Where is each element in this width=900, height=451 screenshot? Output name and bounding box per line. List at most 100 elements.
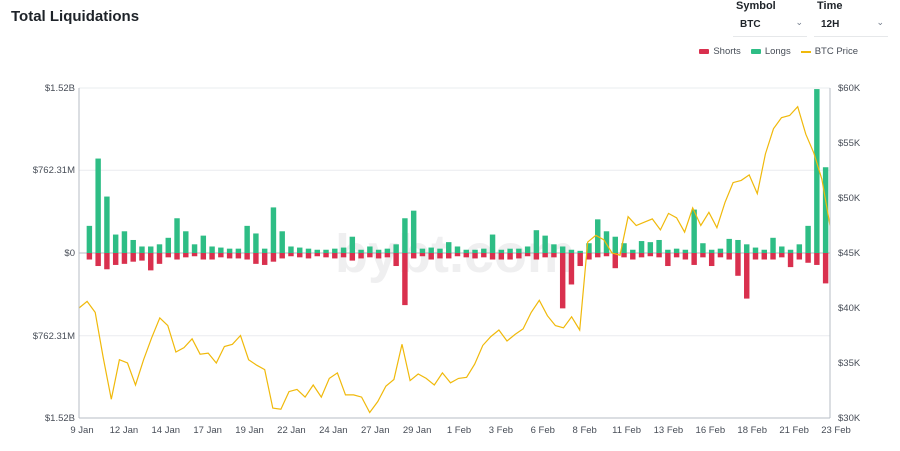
long-bar <box>95 158 101 253</box>
short-bar <box>402 253 408 306</box>
short-bar <box>814 253 820 265</box>
x-tick-label: 23 Feb <box>821 425 851 436</box>
legend-longs[interactable]: Longs <box>750 46 791 57</box>
short-bar <box>472 253 478 259</box>
long-bar <box>779 246 785 253</box>
btc-price-line <box>78 105 831 414</box>
x-tick-label: 9 Jan <box>70 425 93 436</box>
long-bar <box>367 246 373 253</box>
short-bar <box>183 253 189 258</box>
short-bar <box>95 253 101 267</box>
long-bar <box>682 249 689 253</box>
time-label: Time <box>817 0 843 12</box>
long-bar <box>481 248 487 253</box>
long-bar <box>428 247 434 253</box>
long-bar <box>358 249 364 253</box>
y-right-tick-label: $45K <box>838 248 861 259</box>
x-tick-label: 1 Feb <box>447 425 471 436</box>
short-bar <box>165 253 171 258</box>
long-bar <box>647 242 654 253</box>
short-bar <box>533 253 540 260</box>
bars-layer <box>86 89 829 309</box>
short-bar <box>218 253 224 258</box>
y-right-tick-label: $50K <box>838 193 861 204</box>
time-select[interactable]: 12H ⌄ <box>814 14 888 37</box>
short-bar <box>314 253 320 257</box>
x-tick-label: 11 Feb <box>612 425 641 436</box>
short-bar <box>253 253 259 264</box>
short-bar <box>174 253 180 260</box>
symbol-select[interactable]: BTC ⌄ <box>733 14 807 37</box>
x-tick-label: 16 Feb <box>696 425 726 436</box>
short-bar <box>726 253 732 260</box>
long-bar <box>183 231 189 253</box>
long-bar <box>112 234 119 253</box>
long-bar <box>314 249 320 253</box>
short-bar <box>612 253 618 269</box>
short-bar <box>340 253 347 258</box>
short-bar <box>489 253 496 260</box>
long-bar <box>787 249 794 253</box>
short-bar <box>481 253 487 258</box>
legend-shorts[interactable]: Shorts <box>699 46 741 57</box>
long-bar <box>796 244 803 253</box>
short-bar <box>744 253 750 299</box>
long-bar <box>586 243 592 253</box>
y-right-tick-label: $55K <box>838 138 861 149</box>
short-bar <box>559 253 566 309</box>
long-bar <box>498 249 505 253</box>
short-bar <box>419 253 426 257</box>
short-bar <box>770 253 776 260</box>
legend-longs-label: Longs <box>764 46 791 57</box>
y-right-tick-label: $30K <box>838 413 861 424</box>
short-bar <box>498 253 505 260</box>
page-title: Total Liquidations <box>11 8 140 25</box>
x-tick-label: 21 Feb <box>779 425 809 436</box>
long-bar <box>323 249 329 253</box>
long-bar <box>752 247 759 253</box>
long-bar <box>656 239 662 253</box>
short-bar <box>752 253 759 260</box>
long-bar <box>542 235 548 253</box>
short-bar <box>86 253 93 260</box>
long-bar <box>717 248 724 253</box>
short-bar <box>577 253 583 267</box>
long-bar <box>489 234 496 253</box>
x-tick-label: 18 Feb <box>737 425 767 436</box>
short-bar <box>507 253 513 260</box>
price-swatch <box>800 50 811 53</box>
short-bar <box>735 253 741 276</box>
long-bar <box>454 246 461 253</box>
short-bar <box>621 253 627 258</box>
price-line-layer <box>78 105 831 414</box>
short-bar <box>261 253 268 265</box>
long-bar <box>253 233 259 253</box>
x-tick-label: 3 Feb <box>489 425 513 436</box>
short-bar <box>691 253 697 265</box>
x-tick-label: 14 Jan <box>152 425 181 436</box>
short-bar <box>656 253 662 258</box>
long-bar <box>340 247 347 253</box>
short-bar <box>156 253 163 264</box>
long-bar <box>726 238 732 253</box>
short-bar <box>796 253 803 260</box>
y-right-tick-label: $35K <box>838 358 861 369</box>
legend-price-label: BTC Price <box>814 46 858 57</box>
legend-btc-price[interactable]: BTC Price <box>800 46 858 57</box>
long-bar <box>437 248 443 253</box>
y-right-tick-label: $60K <box>838 83 861 94</box>
short-bar <box>516 253 522 259</box>
short-bar <box>779 253 785 258</box>
short-bar <box>437 253 443 259</box>
x-tick-label: 13 Feb <box>654 425 684 436</box>
short-bar <box>665 253 671 267</box>
long-bar <box>288 246 294 253</box>
long-bar <box>603 231 610 253</box>
axes-layer: $1.52B $762.31M $0 $762.31M $1.52B $60K $55K $5… <box>33 83 861 436</box>
chevron-down-icon: ⌄ <box>876 17 884 27</box>
y-left-tick-label: $1.52B <box>45 413 75 424</box>
long-bar <box>577 250 583 253</box>
long-bar <box>156 244 163 253</box>
long-bar <box>86 225 93 253</box>
short-bar <box>682 253 689 260</box>
